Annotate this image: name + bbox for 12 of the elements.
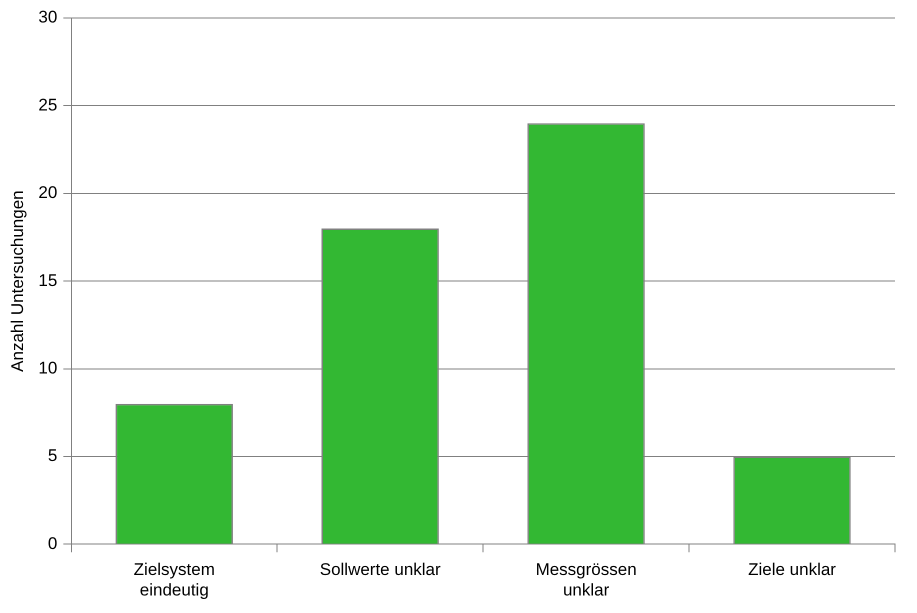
- y-tick-label: 10: [38, 358, 58, 378]
- y-tick-label: 5: [48, 446, 58, 466]
- y-tick-label: 0: [48, 534, 58, 553]
- y-tick-label: 20: [38, 183, 58, 202]
- x-tick-label: Messgrössen unklar: [536, 560, 637, 600]
- y-tick-label: 25: [38, 95, 58, 114]
- y-axis-title: Anzahl Untersuchungen: [8, 190, 27, 372]
- x-tick-label: Sollwerte unklar: [320, 560, 441, 580]
- y-tick-label: 15: [38, 270, 58, 290]
- x-tick-label: Zielsystem eindeutig: [134, 560, 215, 600]
- y-tick-label: 30: [38, 8, 58, 27]
- x-tick-label: Ziele unklar: [748, 560, 836, 580]
